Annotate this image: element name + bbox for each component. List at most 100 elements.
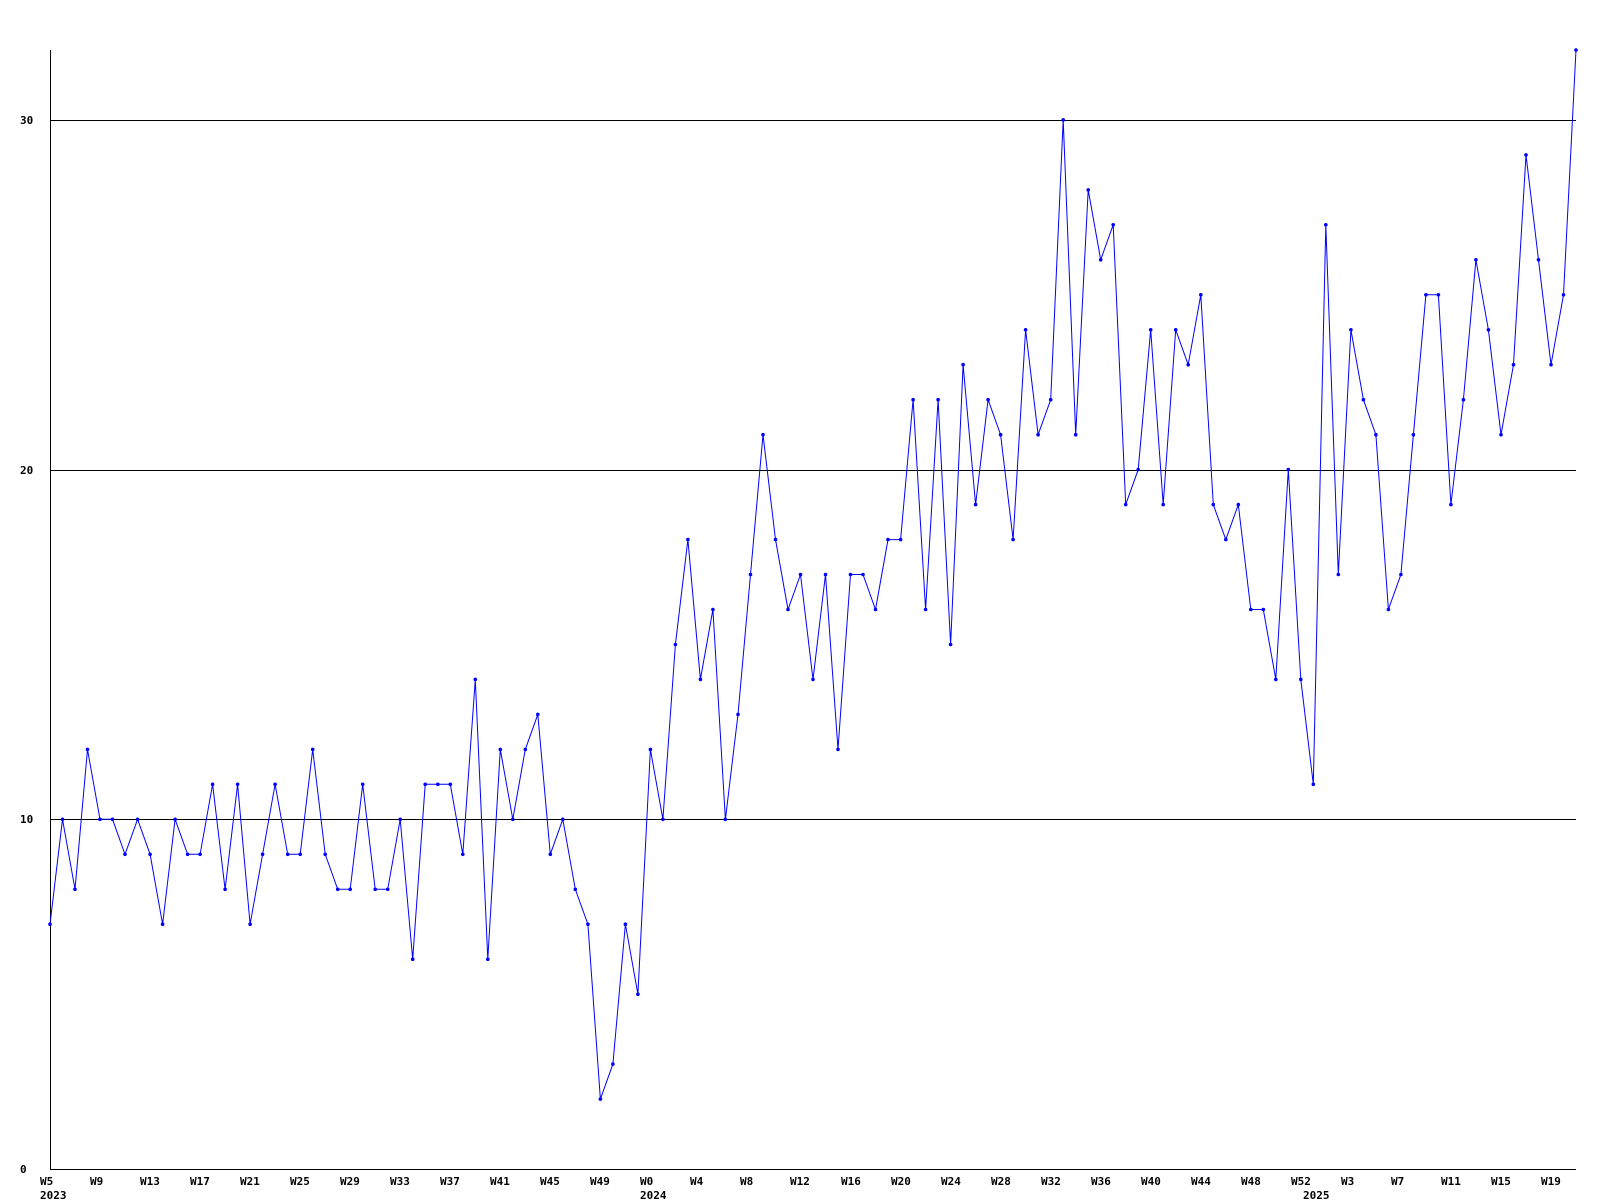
data-point	[1299, 677, 1303, 682]
data-point	[185, 852, 190, 857]
x-tick-label: W28	[991, 1175, 1011, 1188]
data-point	[1098, 258, 1103, 262]
x-tick-label: W0	[640, 1175, 653, 1188]
data-point	[1036, 432, 1040, 437]
data-point	[1524, 153, 1528, 157]
x-tick-label: W52	[1291, 1175, 1311, 1188]
x-tick-label: W44	[1191, 1175, 1211, 1188]
data-point	[911, 397, 915, 402]
data-point	[285, 852, 290, 857]
data-point	[1148, 328, 1153, 332]
data-point	[823, 572, 828, 577]
x-tick-label: W45	[540, 1175, 560, 1188]
data-point	[611, 1062, 615, 1066]
data-point	[661, 817, 665, 822]
x-tick-label: W24	[941, 1175, 961, 1188]
data-point	[1311, 782, 1316, 787]
x-tick-label: W12	[790, 1175, 810, 1188]
data-point	[1161, 502, 1165, 507]
data-point	[73, 887, 77, 892]
data-point	[210, 782, 215, 787]
data-point	[761, 432, 765, 437]
data-point	[723, 817, 728, 822]
data-point	[1499, 432, 1503, 437]
x-tick-label: W8	[740, 1175, 753, 1188]
data-point	[511, 817, 515, 822]
data-point	[436, 782, 440, 787]
data-point	[898, 537, 903, 542]
data-point	[1186, 362, 1190, 367]
x-tick-label: W16	[841, 1175, 861, 1188]
x-tick-label: W41	[490, 1175, 510, 1188]
x-tick-label: W48	[1241, 1175, 1261, 1188]
x-tick-label: W25	[290, 1175, 310, 1188]
data-point	[1136, 467, 1140, 472]
y-tick-label: 20	[20, 464, 33, 477]
data-point	[385, 887, 390, 892]
data-point	[1399, 572, 1403, 577]
data-point	[1249, 607, 1253, 612]
data-point	[260, 852, 265, 857]
data-point	[523, 747, 528, 752]
data-point	[673, 642, 678, 647]
data-point	[748, 572, 753, 577]
data-point	[773, 537, 778, 542]
data-point	[811, 677, 815, 682]
x-tick-label: W33	[390, 1175, 410, 1188]
data-point	[1386, 607, 1391, 612]
data-point	[85, 747, 90, 752]
data-point	[348, 887, 353, 892]
axes	[50, 50, 1576, 1170]
data-point	[861, 572, 865, 577]
x-tick-label: W9	[90, 1175, 103, 1188]
data-point	[1086, 188, 1090, 192]
data-point	[60, 817, 65, 822]
data-point	[798, 572, 803, 577]
data-point	[736, 712, 740, 717]
data-point	[1424, 293, 1428, 297]
data-point	[1324, 223, 1328, 227]
data-point	[1374, 432, 1378, 437]
data-point	[323, 852, 328, 857]
data-point	[1449, 502, 1453, 507]
x-year-label: 2025	[1303, 1189, 1330, 1200]
data-point	[873, 607, 878, 612]
y-tick-label: 10	[20, 813, 33, 826]
x-year-label: 2024	[640, 1189, 667, 1200]
data-point	[548, 852, 553, 857]
data-point	[936, 397, 940, 402]
data-point	[135, 817, 140, 822]
data-point	[298, 852, 303, 857]
x-tick-label: W40	[1141, 1175, 1161, 1188]
data-point	[923, 607, 928, 612]
x-tick-label: W32	[1041, 1175, 1061, 1188]
data-point	[360, 782, 365, 787]
x-tick-label: W17	[190, 1175, 210, 1188]
data-point	[448, 782, 453, 787]
data-point	[1224, 537, 1228, 542]
data-point	[123, 852, 127, 857]
data-point	[1361, 397, 1366, 402]
data-point	[1023, 328, 1028, 332]
data-point	[848, 572, 853, 577]
data-point	[1211, 502, 1216, 507]
data-point	[561, 817, 565, 822]
data-point	[48, 922, 52, 926]
data-point	[1199, 293, 1203, 297]
data-point	[410, 957, 415, 961]
x-tick-label: W15	[1491, 1175, 1511, 1188]
x-tick-label: W37	[440, 1175, 460, 1188]
data-point	[598, 1097, 603, 1101]
data-point	[423, 782, 428, 787]
x-tick-label: W3	[1341, 1175, 1354, 1188]
x-tick-labels: W5 W9 W13 W17 W21 W25 W29 W33 W37 W41 W45 W49 W0 W4 W8…	[40, 1175, 1561, 1200]
data-point	[148, 852, 152, 857]
series-line	[49, 49, 1577, 1100]
data-point	[961, 362, 965, 367]
data-point	[1073, 432, 1078, 437]
data-point	[173, 817, 177, 822]
data-point	[1436, 293, 1441, 297]
data-point	[886, 537, 890, 542]
data-point	[235, 782, 240, 787]
